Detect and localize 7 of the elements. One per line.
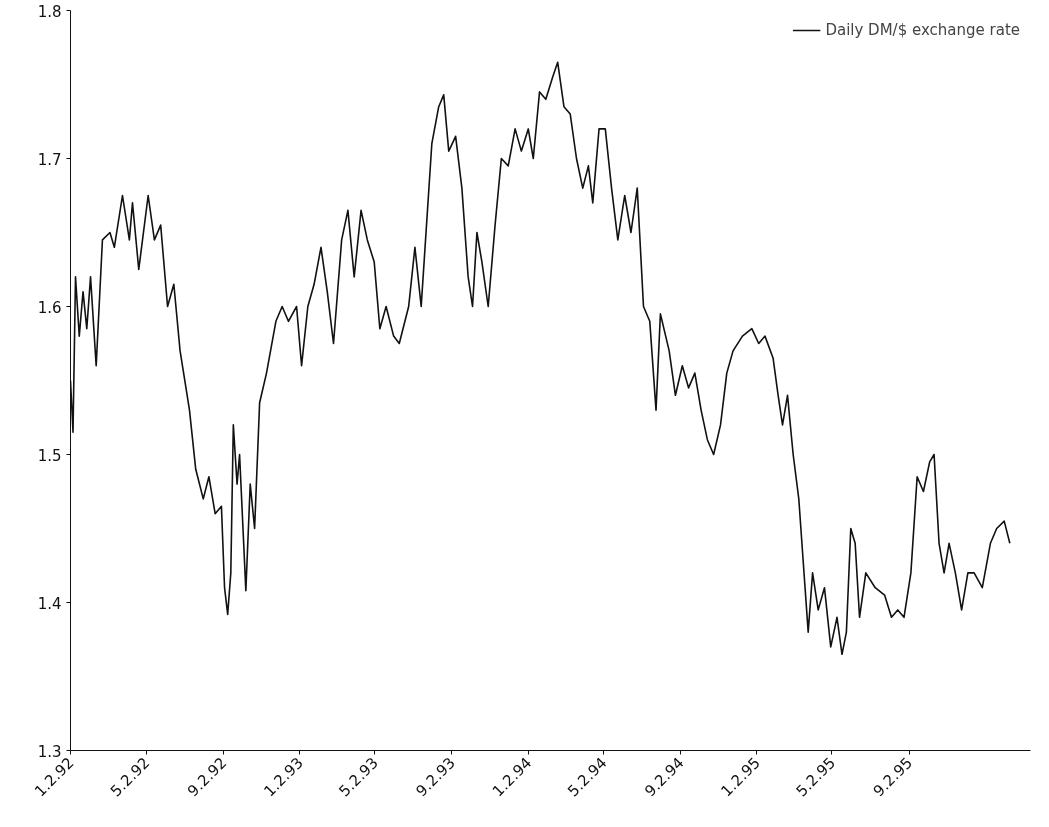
- y-tick-label: 1.6: [37, 298, 62, 317]
- legend-label: Daily DM/$ exchange rate: [825, 21, 1020, 39]
- y-tick-label: 1.3: [37, 742, 62, 761]
- y-tick-label: 1.7: [37, 150, 62, 169]
- y-tick-label: 1.4: [37, 594, 62, 613]
- y-tick-label: 1.8: [37, 2, 62, 21]
- y-tick-label: 1.5: [37, 446, 62, 465]
